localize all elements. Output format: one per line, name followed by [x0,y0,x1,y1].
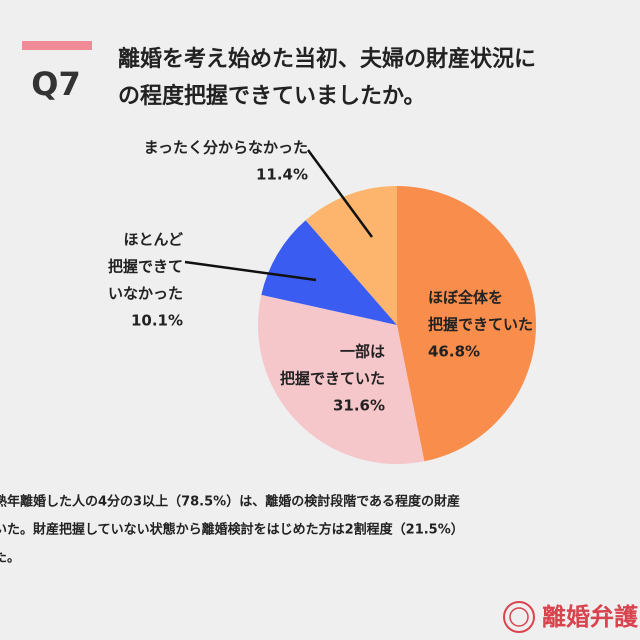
leader-line [184,260,317,282]
pie-slice [397,186,537,462]
logo: 離婚弁護 [542,603,639,631]
slice-label: 把握できていた [280,370,385,388]
slice-label: まったく分からなかった [144,139,308,157]
slice-label: いなかった [108,285,183,303]
badge-bar [22,41,92,50]
value-label: 31.6% [333,397,385,415]
pie-slice [305,186,397,325]
pie-slice [261,220,397,325]
slice-label: ほとんど [123,231,183,249]
leader-line [306,149,374,238]
slice-label: ほぼ全体を [428,289,503,307]
chart-title: の程度把握できていましたか。 [118,83,426,109]
pie-slice [258,294,425,464]
value-label: 11.4% [256,166,308,184]
slice-label: 把握できて [108,258,183,276]
footnote: いた。財産把握していない状態から離婚検討をはじめた方は2割程度（21.5%） [0,522,464,538]
logo-icon [503,601,535,633]
logo-icon [509,607,529,627]
slice-label: 一部は [340,343,385,361]
footnote: た。 [0,551,20,566]
footnote: 熟年離婚した人の4分の3以上（78.5%）は、離婚の検討段階である程度の財産 [0,494,460,510]
badge: Q7 [31,65,80,103]
value-label: 46.8% [428,343,480,361]
chart-title: 離婚を考え始めた当初、夫婦の財産状況に [118,46,536,72]
slice-label: 把握できていた [428,316,533,334]
value-label: 10.1% [131,312,183,330]
